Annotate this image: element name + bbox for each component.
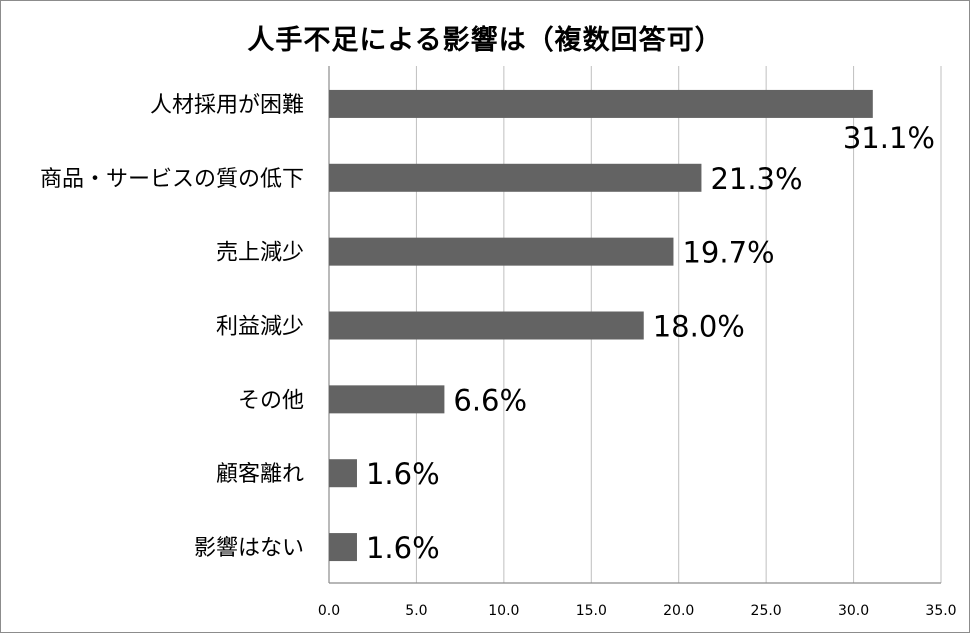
x-tick-label: 0.0	[318, 603, 340, 619]
category-label: 売上減少	[216, 241, 304, 266]
x-tick-label: 10.0	[488, 603, 519, 619]
data-label: 6.6%	[453, 383, 527, 417]
bar	[329, 533, 357, 562]
x-tick-label: 20.0	[663, 603, 694, 619]
bar	[329, 385, 445, 414]
x-tick-label: 35.0	[925, 603, 956, 619]
bar	[329, 459, 357, 488]
data-label: 1.6%	[366, 457, 440, 491]
category-label: 影響はない	[194, 536, 304, 561]
category-label: 顧客離れ	[216, 462, 304, 487]
data-label: 1.6%	[366, 531, 440, 565]
x-tick-label: 25.0	[751, 603, 782, 619]
chart-title: 人手不足による影響は（複数回答可）	[247, 25, 723, 56]
data-label: 18.0%	[653, 310, 745, 344]
x-tick-label: 30.0	[838, 603, 869, 619]
data-label: 19.7%	[682, 236, 774, 270]
bar	[329, 163, 702, 192]
category-label: 人材採用が困難	[150, 93, 304, 118]
bar	[329, 311, 644, 340]
data-label: 21.3%	[710, 162, 802, 196]
category-label: その他	[238, 388, 304, 413]
category-label: 利益減少	[216, 315, 304, 340]
category-label: 商品・サービスの質の低下	[40, 167, 304, 192]
bar	[329, 237, 674, 266]
data-label: 31.1%	[843, 121, 935, 155]
x-tick-label: 15.0	[576, 603, 607, 619]
x-tick-label: 5.0	[405, 603, 427, 619]
bar	[329, 89, 873, 118]
